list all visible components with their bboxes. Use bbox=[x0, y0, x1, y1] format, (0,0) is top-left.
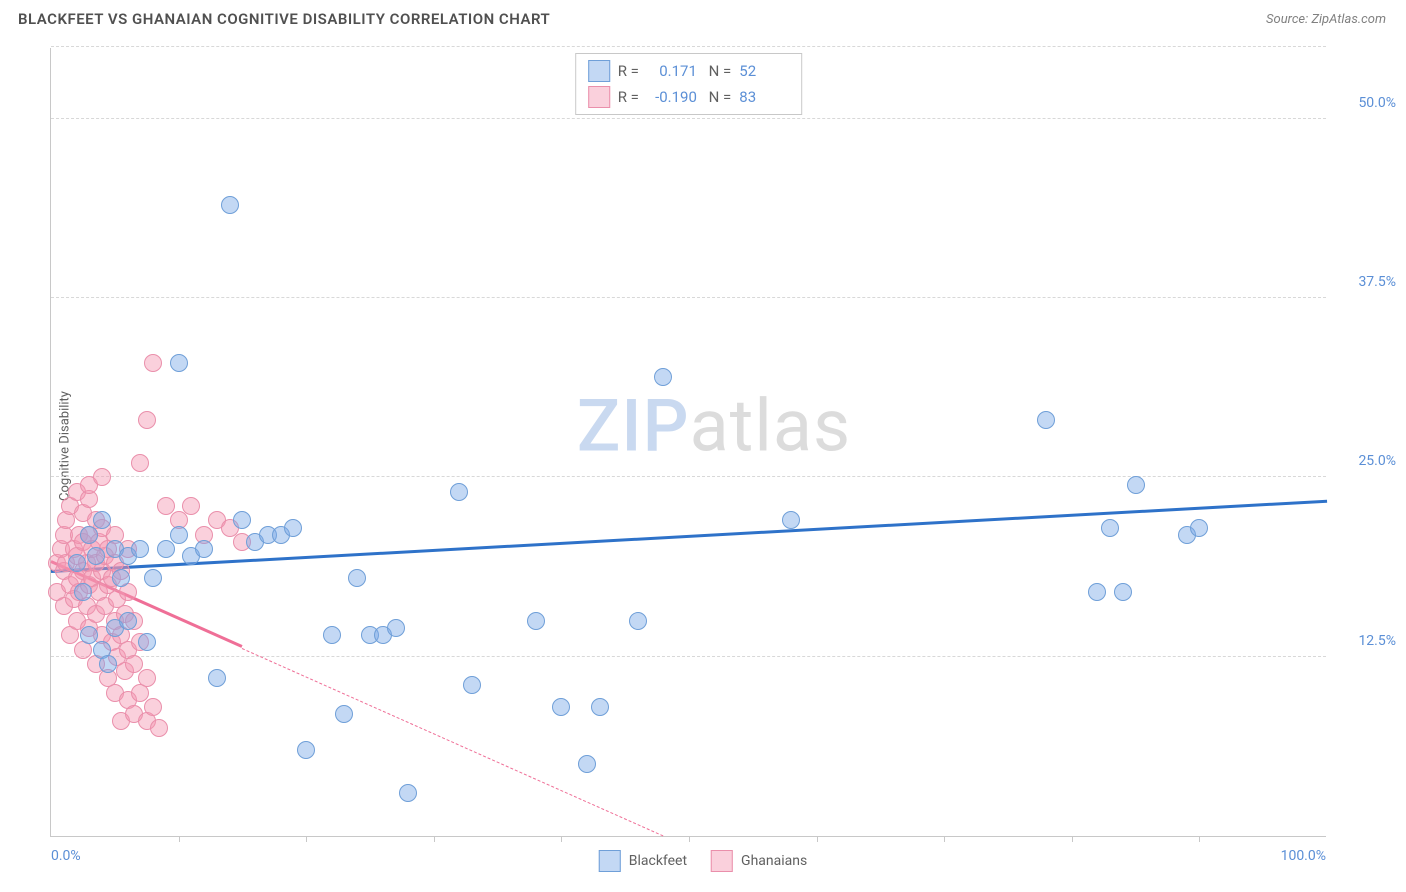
data-point bbox=[131, 454, 149, 472]
data-point bbox=[74, 583, 92, 601]
data-point bbox=[1127, 476, 1145, 494]
legend-item: Ghanaians bbox=[711, 850, 807, 872]
series-swatch bbox=[711, 850, 733, 872]
data-point bbox=[221, 196, 239, 214]
data-point bbox=[323, 626, 341, 644]
watermark: ZIPatlas bbox=[577, 384, 851, 469]
series-legend: Blackfeet Ghanaians bbox=[599, 850, 807, 872]
header: BLACKFEET VS GHANAIAN COGNITIVE DISABILI… bbox=[0, 0, 1406, 36]
x-tick-mark bbox=[179, 836, 180, 842]
data-point bbox=[150, 719, 168, 737]
r-label: R = bbox=[618, 88, 639, 106]
data-point bbox=[335, 705, 353, 723]
data-point bbox=[144, 354, 162, 372]
data-point bbox=[591, 698, 609, 716]
x-tick-mark bbox=[944, 836, 945, 842]
x-tick-mark bbox=[306, 836, 307, 842]
r-label: R = bbox=[618, 62, 639, 80]
n-label: N = bbox=[705, 62, 731, 80]
data-point bbox=[387, 619, 405, 637]
data-point bbox=[87, 547, 105, 565]
data-point bbox=[68, 554, 86, 572]
data-point bbox=[463, 676, 481, 694]
data-point bbox=[1114, 583, 1132, 601]
x-tick-mark bbox=[1072, 836, 1073, 842]
n-value: 52 bbox=[739, 62, 789, 80]
data-point bbox=[170, 526, 188, 544]
data-point bbox=[578, 755, 596, 773]
data-point bbox=[80, 526, 98, 544]
stats-row: R = -0.190 N = 83 bbox=[588, 84, 790, 110]
chart-title: BLACKFEET VS GHANAIAN COGNITIVE DISABILI… bbox=[18, 10, 550, 28]
data-point bbox=[1101, 519, 1119, 537]
data-point bbox=[119, 612, 137, 630]
x-tick-mark bbox=[817, 836, 818, 842]
data-point bbox=[297, 741, 315, 759]
data-point bbox=[93, 468, 111, 486]
gridline bbox=[51, 118, 1326, 119]
data-point bbox=[552, 698, 570, 716]
n-value: 83 bbox=[739, 88, 789, 106]
data-point bbox=[138, 669, 156, 687]
gridline bbox=[51, 46, 1326, 47]
y-tick-label: 37.5% bbox=[1358, 274, 1396, 290]
data-point bbox=[1037, 411, 1055, 429]
x-tick-label: 0.0% bbox=[51, 848, 81, 864]
legend-label: Ghanaians bbox=[741, 853, 807, 869]
stats-row: R = 0.171 N = 52 bbox=[588, 58, 790, 84]
data-point bbox=[112, 569, 130, 587]
data-point bbox=[99, 655, 117, 673]
data-point bbox=[93, 511, 111, 529]
data-point bbox=[233, 511, 251, 529]
data-point bbox=[1190, 519, 1208, 537]
data-point bbox=[782, 511, 800, 529]
data-point bbox=[182, 497, 200, 515]
data-point bbox=[138, 633, 156, 651]
data-point bbox=[399, 784, 417, 802]
data-point bbox=[348, 569, 366, 587]
x-tick-mark bbox=[561, 836, 562, 842]
data-point bbox=[654, 368, 672, 386]
r-value: 0.171 bbox=[647, 62, 697, 80]
gridline bbox=[51, 656, 1326, 657]
data-point bbox=[157, 540, 175, 558]
data-point bbox=[527, 612, 545, 630]
series-swatch bbox=[588, 60, 610, 82]
series-swatch bbox=[588, 86, 610, 108]
x-tick-mark bbox=[1199, 836, 1200, 842]
plot-area: ZIPatlas R =0.171 N =52R =-0.190 N =83 1… bbox=[50, 48, 1326, 837]
data-point bbox=[144, 569, 162, 587]
x-tick-mark bbox=[434, 836, 435, 842]
chart-container: BLACKFEET VS GHANAIAN COGNITIVE DISABILI… bbox=[0, 0, 1406, 892]
x-tick-mark bbox=[689, 836, 690, 842]
n-label: N = bbox=[705, 88, 731, 106]
r-value: -0.190 bbox=[647, 88, 697, 106]
data-point bbox=[131, 540, 149, 558]
source-attribution: Source: ZipAtlas.com bbox=[1266, 12, 1386, 27]
data-point bbox=[450, 483, 468, 501]
y-tick-label: 25.0% bbox=[1358, 453, 1396, 469]
data-point bbox=[138, 411, 156, 429]
y-tick-label: 12.5% bbox=[1358, 633, 1396, 649]
data-point bbox=[144, 698, 162, 716]
stats-legend-box: R = 0.171 N = 52 R = -0.190 N = 83 bbox=[575, 53, 803, 115]
data-point bbox=[629, 612, 647, 630]
data-point bbox=[208, 669, 226, 687]
data-point bbox=[170, 354, 188, 372]
data-point bbox=[284, 519, 302, 537]
series-swatch bbox=[599, 850, 621, 872]
legend-label: Blackfeet bbox=[629, 853, 687, 869]
gridline bbox=[51, 297, 1326, 298]
legend-item: Blackfeet bbox=[599, 850, 687, 872]
x-tick-label: 100.0% bbox=[1281, 848, 1326, 864]
y-tick-label: 50.0% bbox=[1358, 95, 1396, 111]
data-point bbox=[195, 540, 213, 558]
data-point bbox=[1088, 583, 1106, 601]
